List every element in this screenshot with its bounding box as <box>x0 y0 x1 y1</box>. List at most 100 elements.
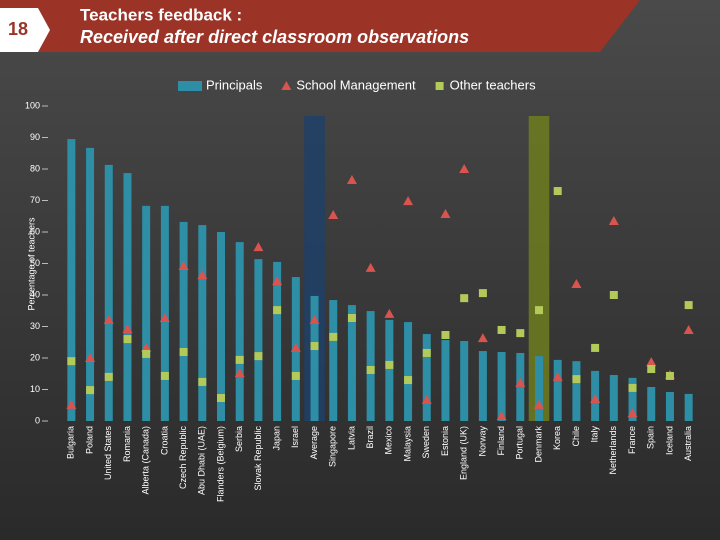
triangle-marker <box>496 410 507 420</box>
square-marker <box>310 342 319 351</box>
square-marker <box>104 372 113 381</box>
square-marker <box>609 291 618 299</box>
x-tick-label: Spain <box>646 426 656 449</box>
bar <box>684 393 693 421</box>
triangle-marker <box>590 393 601 403</box>
triangle-marker <box>328 209 339 219</box>
bar <box>647 386 656 421</box>
x-tick-label: Australia <box>683 426 693 461</box>
x-tick-label: Singapore <box>328 426 338 467</box>
page-number: 18 <box>8 19 28 39</box>
bar <box>628 377 637 421</box>
x-tick-label: Croatia <box>159 426 169 455</box>
triangle-marker <box>459 164 470 173</box>
square-marker <box>460 294 469 303</box>
y-tick-label: 20 <box>30 352 40 362</box>
bar <box>478 351 487 421</box>
bar <box>310 295 319 421</box>
bar <box>67 139 76 421</box>
square-marker <box>198 377 207 386</box>
x-tick-label: Brazil <box>365 426 375 449</box>
square-marker <box>366 365 375 374</box>
bar <box>347 305 356 421</box>
bar <box>254 259 263 421</box>
x-tick-label: Serbia <box>234 426 244 452</box>
y-tick-label: 100 <box>25 100 40 110</box>
legend-label: School Management <box>296 77 416 92</box>
x-tick-label: Korea <box>552 426 562 450</box>
bar <box>123 173 132 421</box>
legend-swatch <box>435 82 444 90</box>
square-marker <box>591 343 600 352</box>
bar <box>86 147 95 421</box>
bar <box>553 359 562 421</box>
square-marker <box>67 357 76 366</box>
triangle-marker <box>253 242 264 252</box>
triangle-marker <box>421 394 432 404</box>
square-marker <box>347 313 356 322</box>
page-number-box <box>0 8 50 52</box>
bar <box>497 352 506 421</box>
x-tick-label: Denmark <box>533 426 543 463</box>
triangle-marker <box>477 333 488 343</box>
triangle-marker <box>571 278 582 288</box>
x-tick-label: Abu Dhabi (UAE) <box>197 426 207 495</box>
bar <box>404 322 413 421</box>
x-tick-label: Flanders (Belgium) <box>215 426 225 502</box>
square-marker <box>217 394 225 403</box>
x-tick-label: Slovak Republic <box>253 426 263 491</box>
y-tick-label: 10 <box>30 384 40 394</box>
y-tick-label: 0 <box>35 415 40 425</box>
bar <box>609 375 618 421</box>
chart-subtitle: Received after direct classroom observat… <box>80 27 469 47</box>
x-tick-label: England (UK) <box>459 426 469 480</box>
square-marker <box>123 335 132 344</box>
x-tick-label: Latvia <box>346 426 356 450</box>
highlight-column <box>304 116 325 421</box>
bar <box>104 164 113 421</box>
square-marker <box>329 332 338 341</box>
x-tick-label: Portugal <box>515 426 525 460</box>
triangle-marker <box>85 353 96 362</box>
triangle-marker <box>552 371 563 381</box>
y-tick-label: 90 <box>30 132 40 142</box>
x-tick-label: Iceland <box>664 426 674 455</box>
triangle-marker <box>627 408 638 418</box>
square-marker <box>684 301 693 310</box>
legend-label: Principals <box>206 77 263 92</box>
y-tick-label: 60 <box>30 226 40 236</box>
y-tick-label: 50 <box>30 258 40 268</box>
square-marker <box>497 325 506 334</box>
x-tick-label: France <box>627 426 637 454</box>
header-banner <box>0 0 640 52</box>
x-tick-label: Finland <box>496 426 506 456</box>
bar <box>217 232 225 421</box>
triangle-marker <box>440 209 451 219</box>
square-marker <box>628 383 637 392</box>
triangle-marker <box>159 312 170 322</box>
x-tick-label: Romania <box>122 426 132 462</box>
triangle-marker <box>309 314 320 324</box>
square-marker <box>422 348 431 357</box>
square-marker <box>273 306 282 315</box>
triangle-marker <box>403 196 414 206</box>
square-marker <box>404 376 413 385</box>
triangle-marker <box>646 357 657 367</box>
x-tick-label: Average <box>309 426 319 459</box>
x-tick-label: Sweden <box>421 426 431 459</box>
square-marker <box>254 352 263 361</box>
x-tick-label: Netherlands <box>608 426 618 475</box>
triangle-marker <box>384 308 395 318</box>
triangle-marker <box>141 342 152 352</box>
triangle-marker <box>103 314 114 324</box>
chart-title: Teachers feedback : <box>80 5 242 24</box>
bar <box>422 334 431 421</box>
triangle-marker <box>122 324 133 334</box>
triangle-marker <box>683 324 694 334</box>
square-marker <box>535 306 543 315</box>
triangle-marker <box>66 399 77 409</box>
y-tick-label: 70 <box>30 195 40 205</box>
square-marker <box>235 355 244 364</box>
square-marker <box>142 349 151 358</box>
